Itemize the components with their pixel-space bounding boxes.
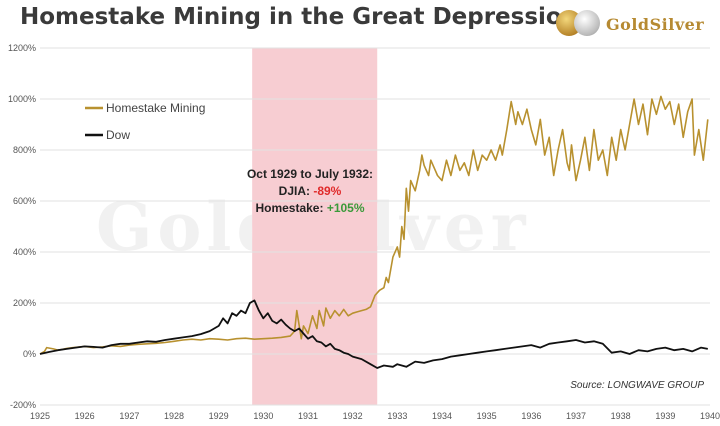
x-tick-label: 1926 bbox=[75, 411, 95, 421]
djia-value: -89% bbox=[313, 184, 341, 198]
x-tick-label: 1928 bbox=[164, 411, 184, 421]
y-tick-label: 1200% bbox=[8, 43, 36, 53]
homestake-label: Homestake: bbox=[255, 201, 326, 215]
x-tick-label: 1935 bbox=[477, 411, 497, 421]
x-tick-label: 1939 bbox=[655, 411, 675, 421]
x-tick-label: 1934 bbox=[432, 411, 452, 421]
x-tick-label: 1929 bbox=[209, 411, 229, 421]
x-tick-label: 1938 bbox=[611, 411, 631, 421]
brand-name: GoldSilver bbox=[606, 15, 705, 34]
dow-series-line bbox=[39, 299, 708, 369]
annotation-period: Oct 1929 to July 1932: bbox=[247, 167, 373, 181]
y-tick-label: 0% bbox=[23, 349, 36, 359]
legend-label: Homestake Mining bbox=[106, 101, 205, 115]
homestake-value: +105% bbox=[327, 201, 365, 215]
goldsilver-logo: GoldSilver bbox=[556, 8, 706, 42]
homestake-series-line bbox=[39, 95, 709, 355]
x-tick-label: 1936 bbox=[521, 411, 541, 421]
x-tick-label: 1937 bbox=[566, 411, 586, 421]
y-tick-label: 800% bbox=[13, 145, 36, 155]
x-tick-label: 1933 bbox=[387, 411, 407, 421]
crash-period-highlight bbox=[252, 48, 378, 405]
y-tick-label: 400% bbox=[13, 247, 36, 257]
x-tick-label: 1930 bbox=[253, 411, 273, 421]
x-tick-label: 1940 bbox=[700, 411, 720, 421]
annotation-djia: DJIA: -89% bbox=[279, 184, 342, 198]
y-tick-label: -200% bbox=[10, 400, 36, 410]
x-tick-label: 1931 bbox=[298, 411, 318, 421]
annotation-homestake: Homestake: +105% bbox=[255, 201, 364, 215]
source-note: Source: LONGWAVE GROUP bbox=[570, 380, 704, 391]
chart-title: Homestake Mining in the Great Depression bbox=[20, 4, 579, 30]
y-tick-label: 200% bbox=[13, 298, 36, 308]
silver-coin-icon bbox=[574, 10, 600, 36]
x-tick-label: 1927 bbox=[119, 411, 139, 421]
y-tick-label: 600% bbox=[13, 196, 36, 206]
x-tick-label: 1932 bbox=[343, 411, 363, 421]
djia-label: DJIA: bbox=[279, 184, 314, 198]
legend-label: Dow bbox=[106, 128, 130, 142]
x-tick-label: 1925 bbox=[30, 411, 50, 421]
y-tick-label: 1000% bbox=[8, 94, 36, 104]
